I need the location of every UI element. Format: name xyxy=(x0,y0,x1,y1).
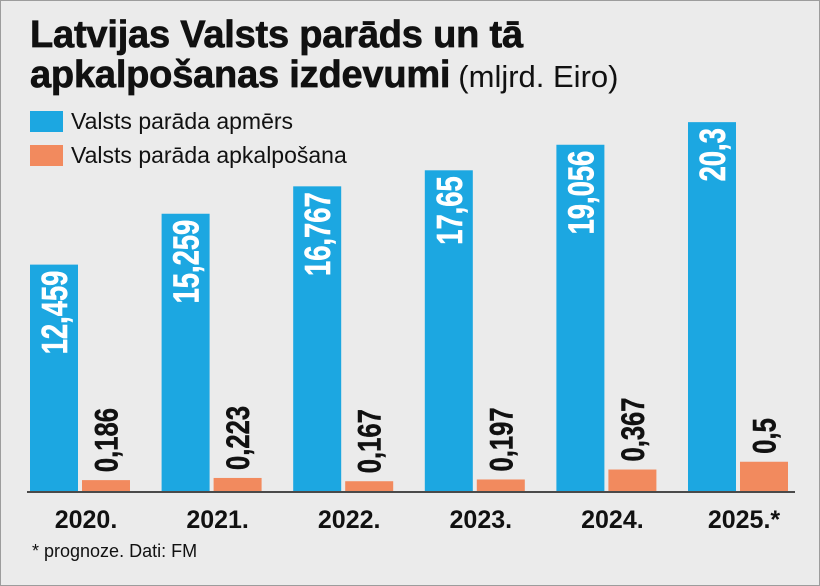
legend-swatch-debt xyxy=(30,111,63,132)
value-label-debt-2025: 20,3 xyxy=(692,128,733,181)
bar-debt-2022 xyxy=(293,186,342,491)
value-label-service-2024: 0,367 xyxy=(616,397,651,461)
category-label-2023: 2023. xyxy=(450,506,513,534)
title-line-1: Latvijas Valsts parāds un tā xyxy=(30,14,524,56)
legend: Valsts parāda apmērs Valsts parāda apkal… xyxy=(30,108,347,176)
category-label-2025: 2025.* xyxy=(708,506,781,534)
value-label-debt-2022: 16,767 xyxy=(298,192,339,276)
value-label-service-2022: 0,167 xyxy=(353,409,388,473)
value-label-debt-2024: 19,056 xyxy=(561,151,602,235)
category-label-2024: 2024. xyxy=(581,506,644,534)
unit-label: (mljrd. Eiro) xyxy=(458,59,619,94)
bar-debt-2025 xyxy=(688,122,736,492)
bar-service-2024 xyxy=(608,469,657,491)
title-line-2: apkalpošanas izdevumi xyxy=(30,54,451,96)
legend-item-debt: Valsts parāda apmērs xyxy=(30,108,347,135)
bar-service-2022 xyxy=(345,481,394,491)
legend-swatch-service xyxy=(30,145,63,166)
category-label-2022: 2022. xyxy=(318,506,381,534)
category-label-2021: 2021. xyxy=(186,506,249,534)
value-label-debt-2023: 17,65 xyxy=(429,176,470,244)
bar-service-2020 xyxy=(82,480,130,491)
chart-title: Latvijas Valsts parāds un tā apkalpošana… xyxy=(30,14,619,97)
footnote: * prognoze. Dati: FM xyxy=(32,541,198,561)
value-label-service-2021: 0,223 xyxy=(221,406,256,470)
bar-service-2021 xyxy=(213,477,262,491)
legend-label-debt: Valsts parāda apmērs xyxy=(71,108,294,134)
value-label-service-2025: 0,5 xyxy=(748,418,783,454)
legend-label-service: Valsts parāda apkalpošana xyxy=(71,142,347,168)
value-label-service-2023: 0,197 xyxy=(485,407,520,471)
category-label-2020: 2020. xyxy=(55,506,118,534)
bar-debt-2021 xyxy=(161,213,210,492)
value-label-debt-2021: 15,259 xyxy=(166,220,207,304)
bar-service-2023 xyxy=(476,479,525,491)
bar-debt-2023 xyxy=(424,170,473,491)
bar-debt-2020 xyxy=(30,264,78,491)
bar-debt-2024 xyxy=(556,144,605,491)
legend-item-service: Valsts parāda apkalpošana xyxy=(30,142,347,169)
value-label-service-2020: 0,186 xyxy=(90,408,125,472)
value-label-debt-2020: 12,459 xyxy=(34,271,75,355)
bar-service-2025 xyxy=(740,461,788,491)
